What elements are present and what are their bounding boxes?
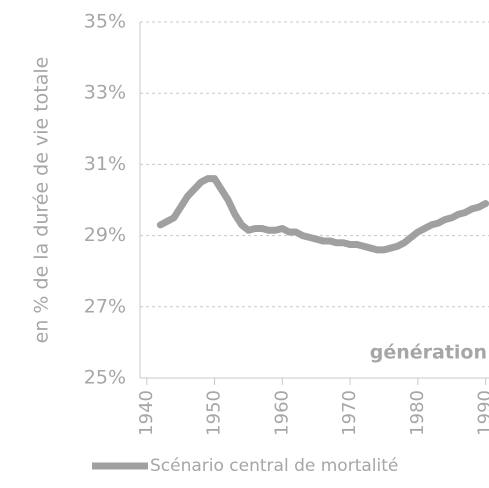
x-tick-label: 1940 (136, 390, 157, 436)
y-axis-label: en % de la durée de vie totale (31, 57, 53, 344)
y-tick-label: 27% (84, 295, 126, 317)
x-tick-label: 1980 (407, 390, 428, 436)
y-tick-label: 33% (84, 82, 126, 104)
annotation: génération (370, 342, 487, 364)
x-tick-label: 1990 (475, 390, 489, 436)
y-tick-label: 25% (84, 367, 126, 389)
legend-label: Scénario central de mortalité (150, 456, 398, 476)
x-tick-label: 1960 (271, 390, 292, 436)
y-tick-label: 29% (84, 224, 126, 246)
y-tick-label: 35% (84, 11, 126, 33)
x-tick-label: 1970 (339, 390, 360, 436)
y-tick-label: 31% (84, 153, 126, 175)
x-tick-label: 1950 (204, 390, 225, 436)
line-series (156, 175, 489, 254)
